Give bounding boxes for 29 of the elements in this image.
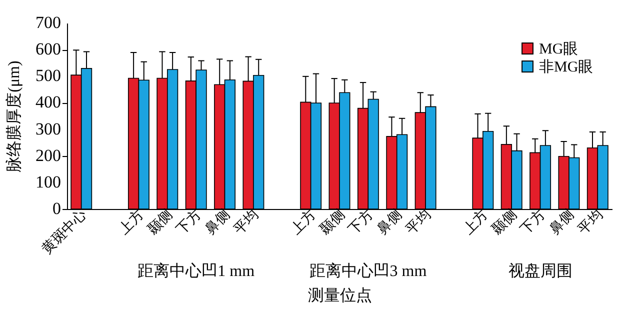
- y-tick-label: 200: [36, 146, 61, 165]
- legend-label: 非MG眼: [539, 58, 594, 76]
- x-tick-label: 平均: [575, 206, 606, 238]
- y-tick-label: 500: [36, 66, 61, 86]
- x-tick-label: 鼻侧: [202, 206, 234, 238]
- text: 距离中心凹3 mm: [310, 262, 428, 280]
- x-tick-label: 下方: [518, 206, 549, 238]
- x-tick-label: 上方: [460, 206, 492, 238]
- text: 距离中心凹1 mm: [138, 262, 256, 280]
- x-tick-label: 颞侧: [316, 206, 348, 238]
- y-tick-label: 600: [36, 40, 61, 59]
- y-tick-label: 300: [36, 119, 61, 138]
- y-tick-label: 0: [52, 199, 61, 218]
- x-tick-label: 下方: [346, 206, 377, 238]
- x-tick-label: 颞侧: [144, 206, 176, 238]
- x-axis-title: 测量位点: [308, 286, 372, 304]
- y-tick-label: 400: [36, 92, 61, 112]
- x-tick-label: 鼻侧: [546, 206, 578, 238]
- x-tick-label: 平均: [402, 206, 434, 238]
- legend-label: MG眼: [539, 42, 578, 58]
- x-tick-label: 平均: [230, 206, 262, 238]
- x-tick-label: 上方: [116, 206, 148, 238]
- x-tick-label: 下方: [173, 206, 205, 238]
- text: 视盘周围: [508, 262, 572, 280]
- x-tick-label: 上方: [288, 206, 320, 238]
- y-axis-title: 脉络膜厚度(μm): [5, 60, 23, 172]
- y-tick-label: 100: [36, 172, 61, 192]
- y-tick-label: 700: [36, 13, 61, 32]
- x-tick-label: 鼻侧: [374, 206, 406, 238]
